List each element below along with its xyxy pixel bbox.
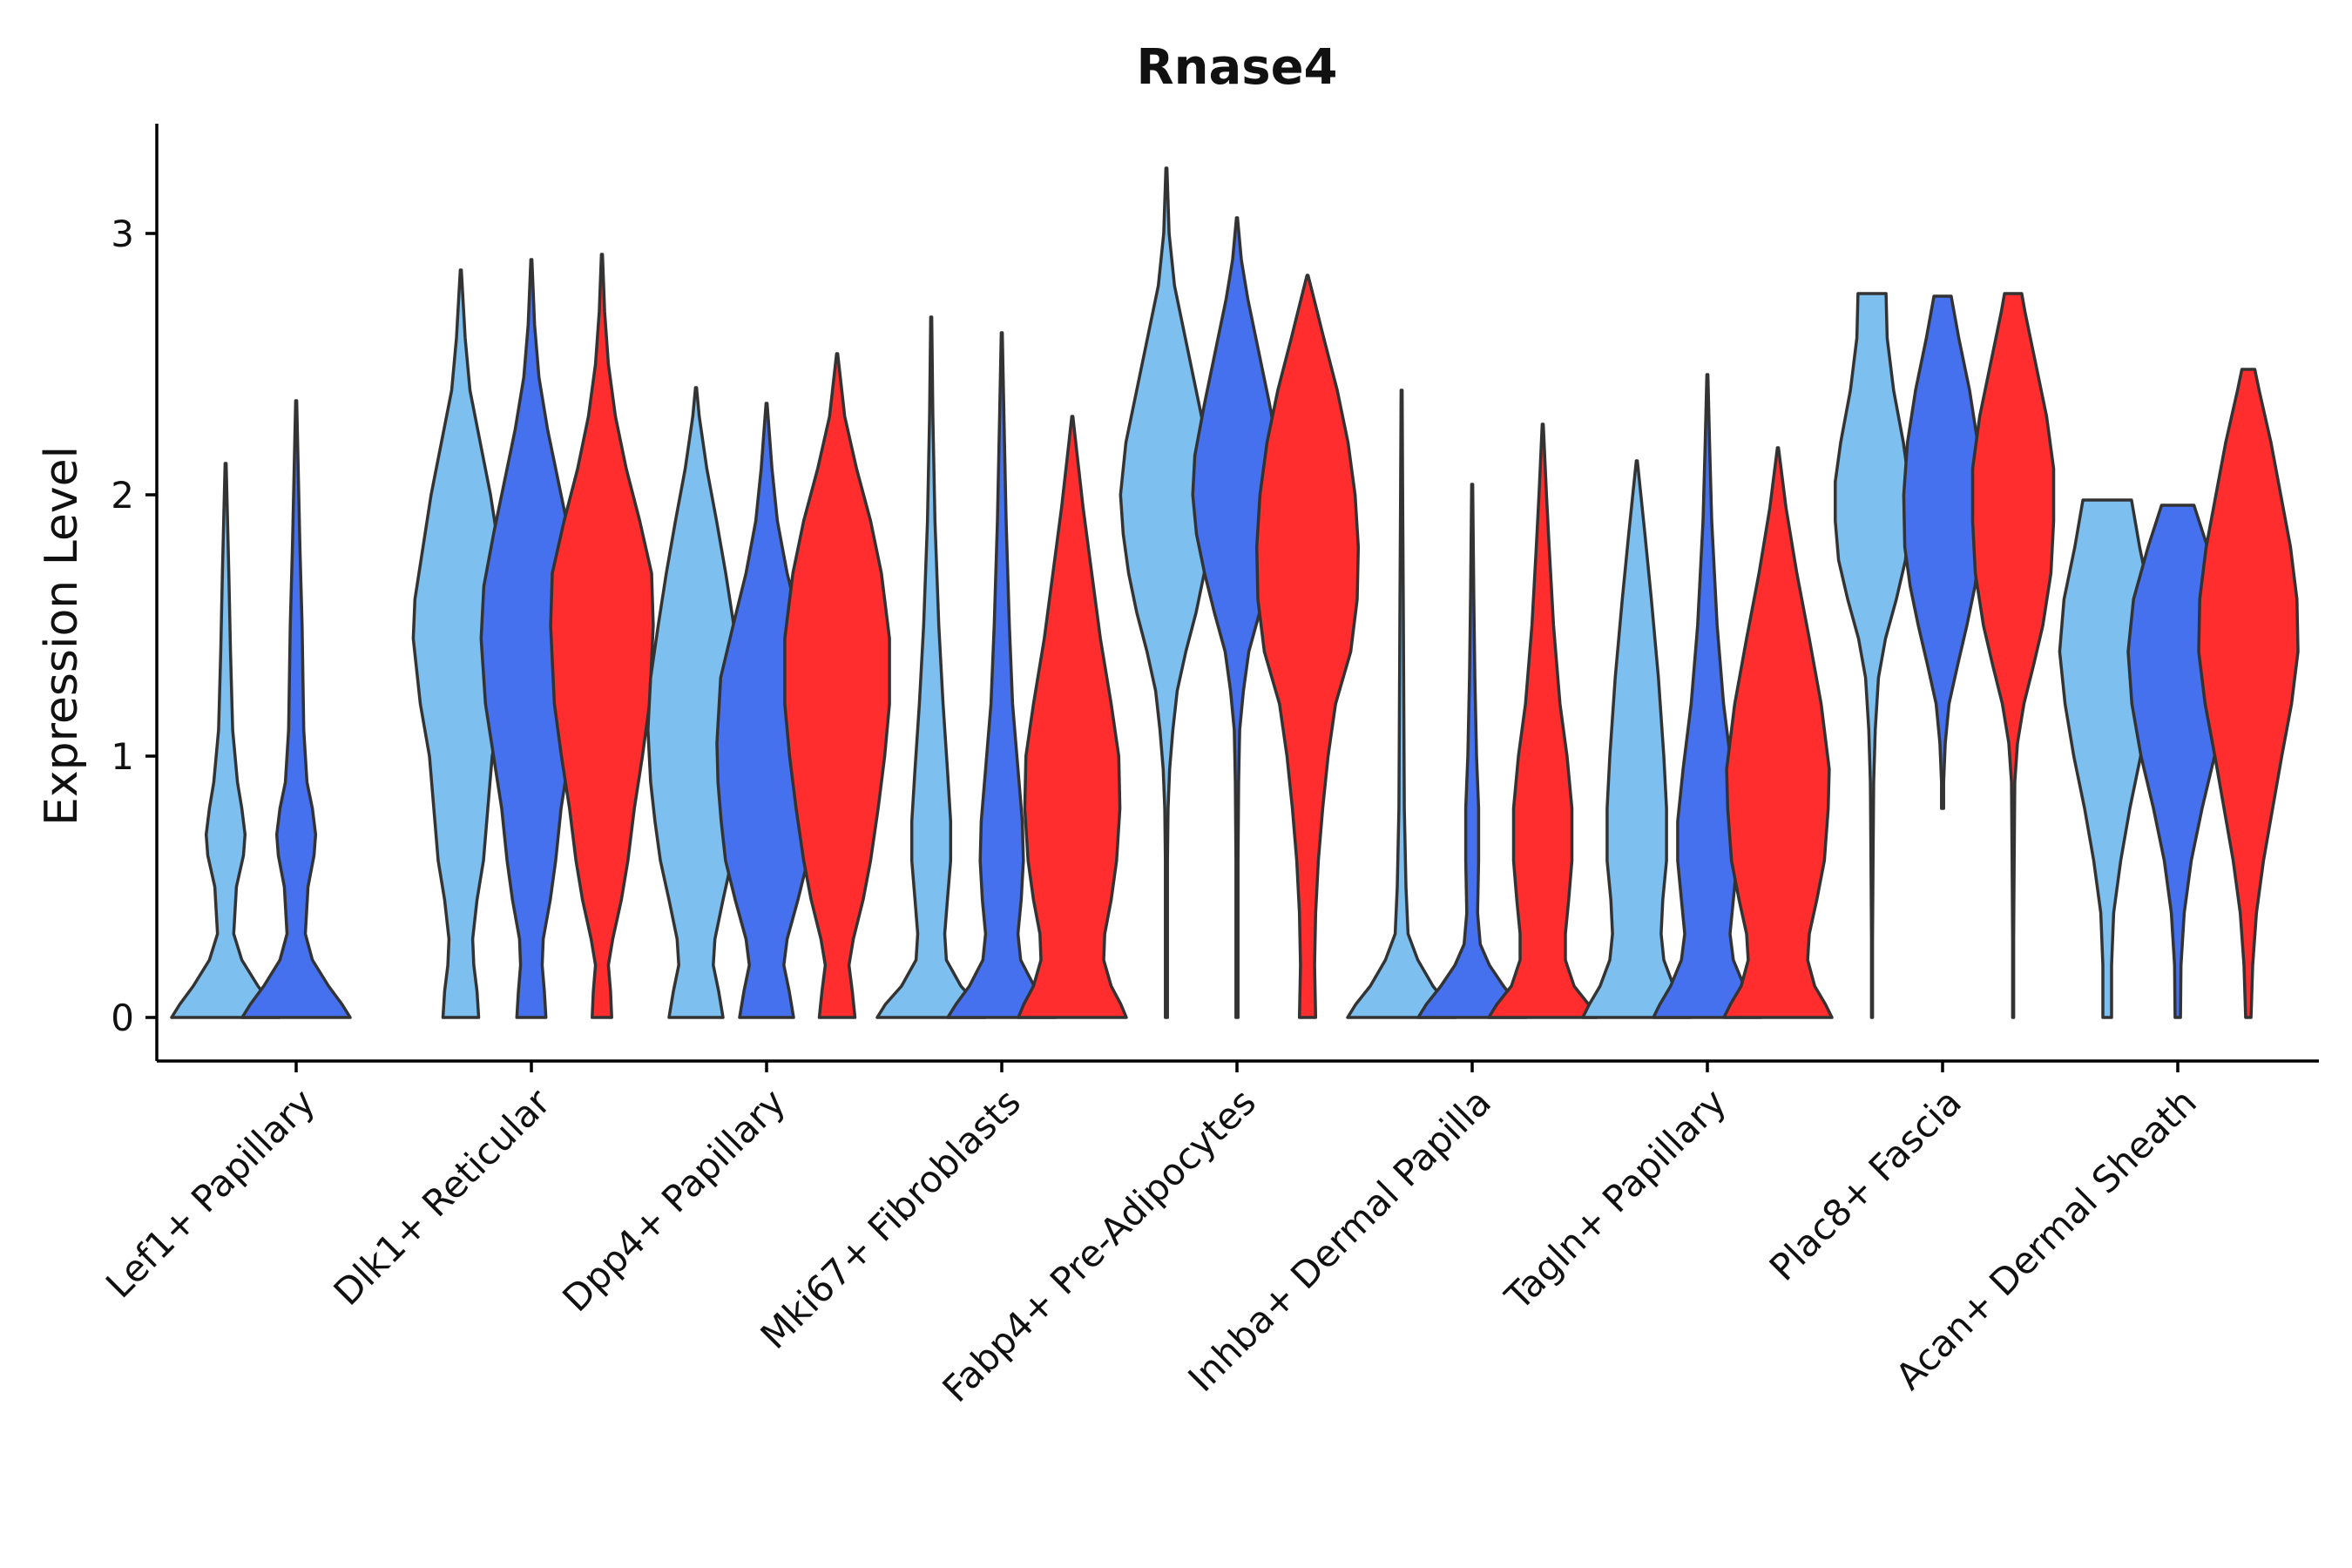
violin-red bbox=[1722, 446, 1834, 1019]
y-axis-ticks: 0 1 2 3 bbox=[111, 213, 157, 1039]
violin-medium bbox=[1902, 294, 1984, 810]
violin-red bbox=[1487, 422, 1598, 1019]
violin-group bbox=[170, 166, 2300, 1019]
violin-medium bbox=[946, 331, 1058, 1019]
x-tick-label: Mki67+ Fibroblasts bbox=[753, 1080, 1029, 1356]
violin-red bbox=[1970, 292, 2056, 1019]
x-tick-label: Dlk1+ Reticular bbox=[326, 1080, 559, 1314]
x-tick-label: Tagln+ Papillary bbox=[1497, 1080, 1734, 1318]
violin-medium bbox=[1191, 216, 1283, 1019]
violin-medium bbox=[479, 258, 584, 1019]
x-tick-label: Plac8+ Fascia bbox=[1761, 1080, 1970, 1288]
x-tick-label: Dpp4+ Papillary bbox=[554, 1080, 794, 1320]
y-tick-label: 0 bbox=[111, 997, 134, 1039]
violin-light bbox=[411, 268, 510, 1019]
y-tick-label: 2 bbox=[111, 474, 134, 517]
violin-medium bbox=[1416, 483, 1528, 1019]
violin-light bbox=[1581, 459, 1693, 1019]
y-tick-label: 3 bbox=[111, 213, 134, 255]
violin-light bbox=[1119, 166, 1214, 1019]
violin-red bbox=[1254, 274, 1361, 1019]
violin-red bbox=[783, 352, 891, 1019]
violin-light bbox=[1834, 292, 1910, 1019]
violin-red bbox=[549, 253, 655, 1019]
x-tick-label: Lef1+ Papillary bbox=[98, 1080, 323, 1306]
violin-red bbox=[1017, 415, 1128, 1019]
violin-light bbox=[875, 315, 987, 1019]
violin-medium bbox=[240, 399, 352, 1019]
violin-light bbox=[1346, 389, 1457, 1019]
y-tick-label: 1 bbox=[111, 735, 134, 778]
violin-light bbox=[170, 462, 281, 1019]
chart-title: Rnase4 bbox=[1136, 39, 1337, 96]
y-axis-label: Expression Level bbox=[36, 446, 88, 826]
violin-red bbox=[2197, 368, 2300, 1019]
